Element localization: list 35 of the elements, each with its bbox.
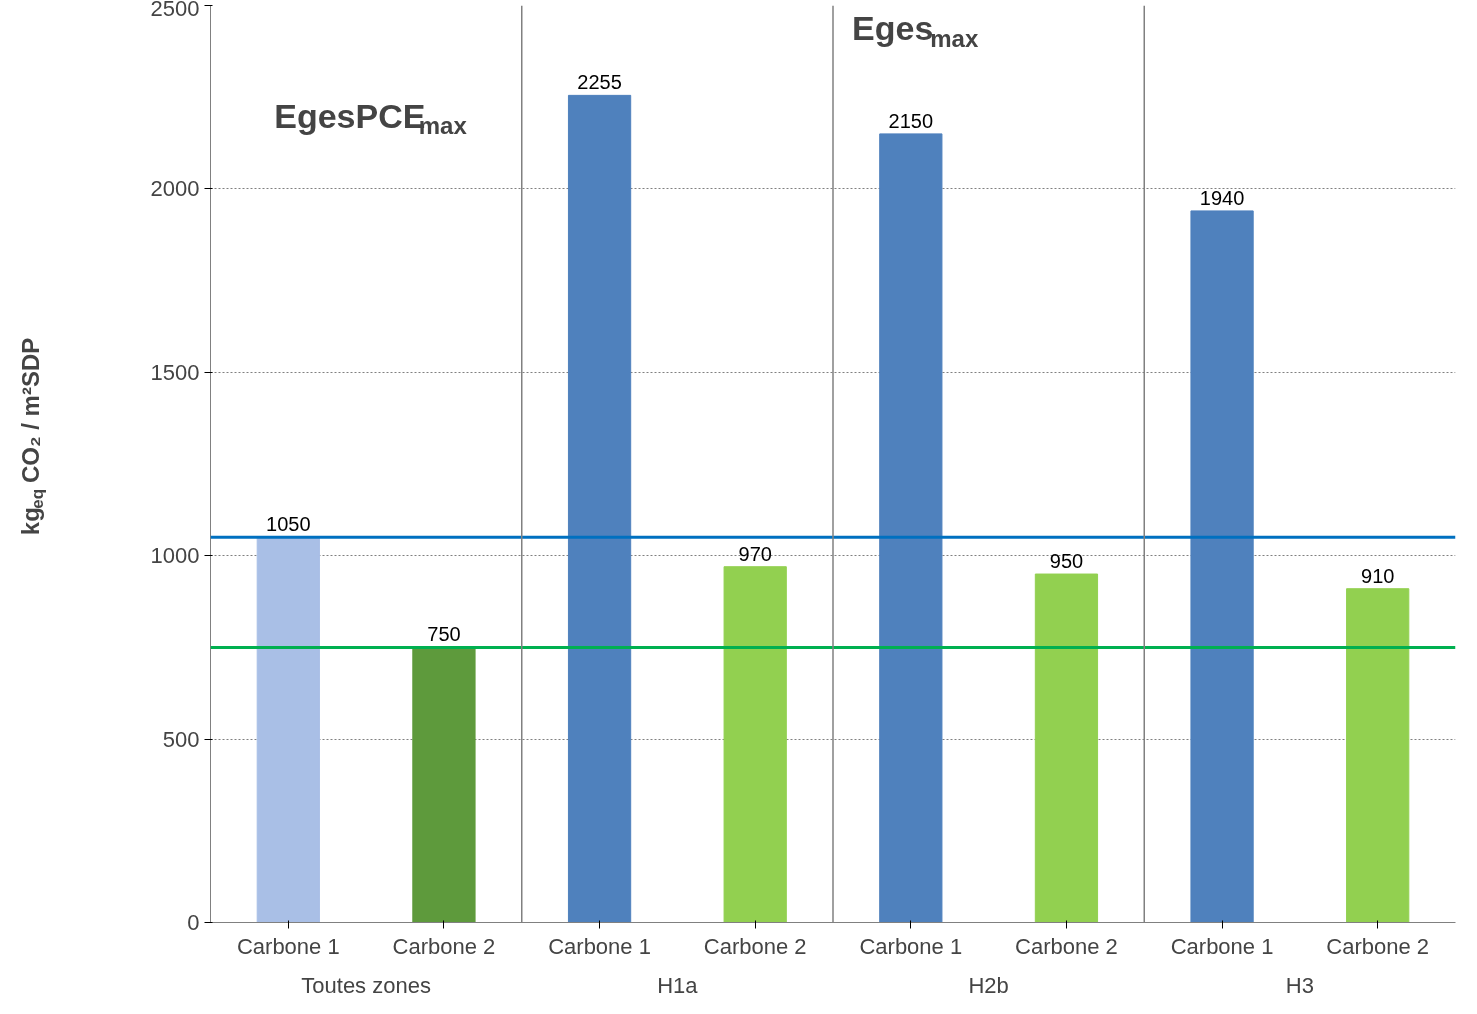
text: H1a xyxy=(657,972,699,998)
bar xyxy=(1346,588,1410,923)
text: H2b xyxy=(968,972,1009,998)
y-tick-label: 2500 xyxy=(150,0,200,21)
y-tick-label: 1500 xyxy=(150,359,200,385)
data-label: 970 xyxy=(738,542,772,565)
data-label: 2255 xyxy=(577,71,622,94)
y-tick-label: 1000 xyxy=(150,543,200,569)
data-label: 1050 xyxy=(266,513,311,536)
bar xyxy=(1190,210,1254,923)
bar xyxy=(256,536,320,923)
data-label: 2150 xyxy=(888,109,934,132)
bar xyxy=(723,566,787,923)
data-label: 950 xyxy=(1049,550,1084,573)
x-tick-label: Carbone 2 xyxy=(392,933,496,959)
x-tick-label: Carbone 1 xyxy=(548,933,651,959)
bar xyxy=(879,133,943,923)
y-tick-label: 2000 xyxy=(150,176,200,202)
y-tick-label: 500 xyxy=(162,726,200,752)
y-tick-label: 0 xyxy=(187,910,200,935)
data-label: 910 xyxy=(1361,564,1395,587)
bar xyxy=(1034,573,1099,923)
x-tick-label: Carbone 1 xyxy=(859,933,963,959)
data-label: 1940 xyxy=(1199,186,1245,209)
y-axis-title: kgeq CO₂ / m²SDP xyxy=(17,337,48,536)
x-tick-label: Carbone 1 xyxy=(1170,933,1274,959)
x-tick-label: Carbone 2 xyxy=(1326,933,1430,959)
text: Toutes zones xyxy=(301,972,431,998)
text: H3 xyxy=(1285,972,1314,998)
data-label: 750 xyxy=(427,623,461,646)
bar xyxy=(412,646,476,923)
x-tick-label: Carbone 2 xyxy=(1015,933,1118,959)
x-tick-label: Carbone 2 xyxy=(703,933,807,959)
x-tick-label: Carbone 1 xyxy=(236,933,340,959)
bar xyxy=(567,94,632,923)
